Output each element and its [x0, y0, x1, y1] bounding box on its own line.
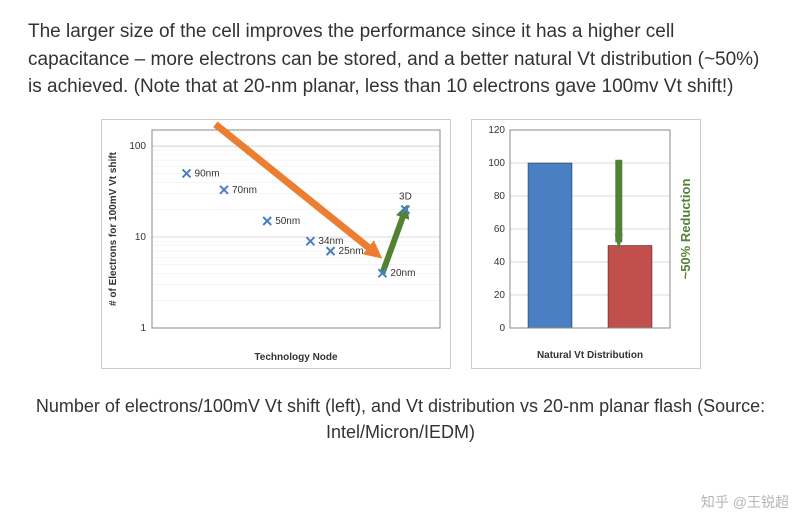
ytick-label: 1 [140, 323, 146, 334]
ytick-label: 80 [493, 191, 505, 202]
bar [608, 245, 652, 328]
x-axis-label: Technology Node [254, 352, 338, 363]
point-label: 3D [399, 191, 412, 202]
ytick-label: 120 [488, 125, 505, 136]
intro-paragraph: The larger size of the cell improves the… [0, 0, 801, 107]
reduction-label: ~50% Reduction [678, 178, 693, 279]
ytick-label: 20 [493, 290, 505, 301]
ytick-label: 10 [134, 232, 146, 243]
charts-row: 11010090nm70nm50nm34nm25nm20nm3DTechnolo… [0, 107, 801, 369]
point-label: 50nm [275, 216, 300, 227]
point-label: 20nm [390, 268, 415, 279]
x-axis-label: Natural Vt Distribution [536, 350, 642, 361]
point-label: 70nm [232, 184, 257, 195]
green-arrow-icon [382, 209, 405, 273]
point-label: 90nm [194, 168, 219, 179]
ytick-label: 60 [493, 224, 505, 235]
ytick-label: 0 [499, 323, 505, 334]
ytick-label: 100 [488, 158, 505, 169]
left-chart-svg: 11010090nm70nm50nm34nm25nm20nm3DTechnolo… [102, 120, 452, 370]
ytick-label: 100 [129, 141, 146, 152]
right-chart-svg: 0 20 40 60 80 100 120 ~50% Reduction Natural Vt … [472, 120, 702, 370]
point-label: 25nm [338, 246, 363, 257]
left-chart: 11010090nm70nm50nm34nm25nm20nm3DTechnolo… [101, 119, 451, 369]
bar [528, 163, 572, 328]
ytick-label: 40 [493, 257, 505, 268]
figure-caption: Number of electrons/100mV Vt shift (left… [0, 369, 801, 445]
right-chart: 0 20 40 60 80 100 120 ~50% Reduction Natural Vt … [471, 119, 701, 369]
watermark-text: 知乎 @王锐超 [701, 492, 789, 512]
y-axis-label: # of Electrons for 100mV Vt shift [108, 151, 119, 306]
